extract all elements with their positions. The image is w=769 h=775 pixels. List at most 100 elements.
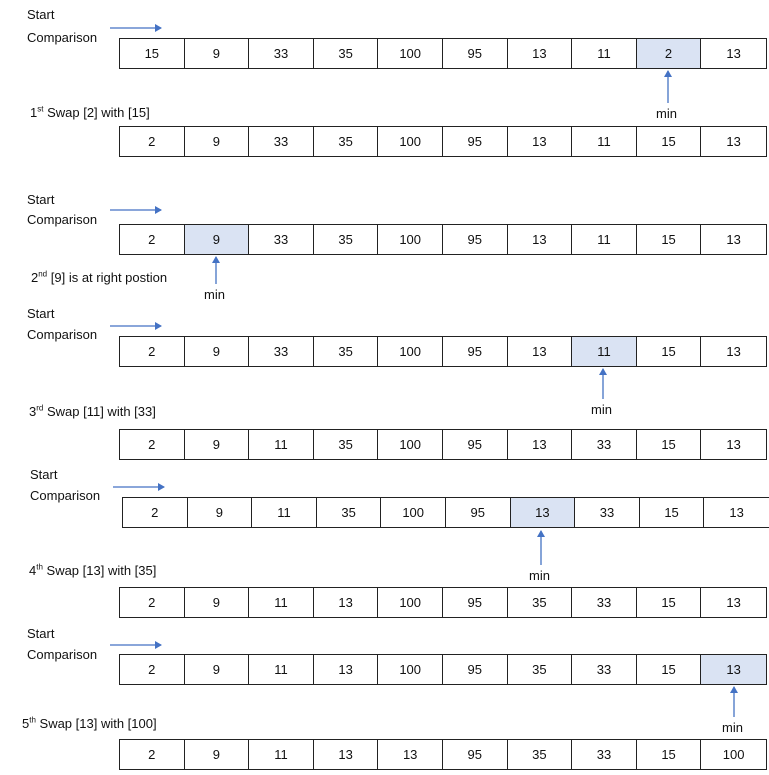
array-cell: 15 — [637, 127, 702, 156]
array-cell: 2 — [120, 430, 185, 459]
start-label: Start — [27, 626, 55, 641]
array-cell: 2 — [120, 740, 185, 769]
array-cell: 13 — [701, 655, 766, 684]
array-cell: 95 — [443, 588, 508, 617]
array-cell: 13 — [508, 337, 573, 366]
array-cell: 35 — [508, 655, 573, 684]
array-cell: 95 — [443, 225, 508, 254]
array-cell: 15 — [637, 588, 702, 617]
array-cell: 95 — [443, 337, 508, 366]
step-label: 2nd [9] is at right postion — [31, 269, 168, 285]
comparison-label: Comparison — [27, 327, 98, 342]
array-cell: 13 — [729, 505, 744, 520]
array-row: 2 9 11 13 100 95 35 33 15 13 — [119, 654, 767, 685]
array-cell: 95 — [443, 39, 508, 68]
array-cell: 11 — [252, 498, 317, 527]
min-label: min — [722, 720, 743, 735]
array-cell: 11 — [249, 740, 314, 769]
array-cell: 11 — [572, 39, 637, 68]
comparison-label: Comparison — [27, 212, 98, 227]
array-cell: 13 — [314, 655, 379, 684]
min-label: min — [656, 106, 677, 121]
array-cell: 2 — [120, 225, 185, 254]
array-cell: 2 — [120, 337, 185, 366]
array-cell: 9 — [185, 430, 250, 459]
array-row: 2 9 33 35 100 95 13 11 15 13 — [119, 126, 767, 157]
array-cell: 2 — [636, 39, 702, 68]
array-cell: 35 — [508, 740, 573, 769]
array-cell: 35 — [314, 39, 379, 68]
array-cell: 2 — [120, 588, 185, 617]
array-cell: 13 — [726, 232, 741, 247]
array-cell: 13 — [726, 344, 741, 359]
array-cell: 13 — [508, 127, 573, 156]
min-label: min — [529, 568, 550, 583]
array-row: 2 9 11 13 13 95 35 33 15 100 — [119, 739, 767, 770]
array-cell: 100 — [378, 225, 443, 254]
array-cell: 100 — [378, 337, 443, 366]
start-label: Start — [27, 7, 55, 22]
array-cell: 9 — [185, 588, 250, 617]
array-cell: 15 — [637, 430, 702, 459]
array-cell: 13 — [726, 437, 741, 452]
array-cell: 13 — [508, 430, 573, 459]
array-cell: 100 — [381, 498, 446, 527]
array-cell: 9 — [185, 655, 250, 684]
min-label: min — [204, 287, 225, 302]
array-cell: 33 — [249, 127, 314, 156]
array-cell: 35 — [314, 127, 379, 156]
array-row: 2 9 33 35 100 95 13 11 15 13 — [119, 336, 767, 367]
array-cell: 11 — [249, 588, 314, 617]
array-cell: 15 — [120, 39, 185, 68]
array-cell: 13 — [508, 39, 573, 68]
array-cell: 100 — [378, 655, 443, 684]
array-cell: 35 — [317, 498, 382, 527]
array-cell: 100 — [378, 39, 443, 68]
array-cell: 35 — [314, 337, 379, 366]
array-cell: 11 — [572, 225, 637, 254]
array-cell: 95 — [443, 430, 508, 459]
array-row: 15 9 33 35 100 95 13 11 2 13 — [119, 38, 767, 69]
array-row: 2 9 33 35 100 95 13 11 15 13 — [119, 224, 767, 255]
start-label: Start — [27, 306, 55, 321]
array-cell: 2 — [120, 655, 185, 684]
array-cell: 33 — [572, 430, 637, 459]
start-label: Start — [27, 192, 55, 207]
min-label: min — [591, 402, 612, 417]
array-cell: 13 — [726, 595, 741, 610]
step-label: 3rd Swap [11] with [33] — [29, 403, 156, 419]
array-cell: 9 — [185, 39, 250, 68]
array-cell: 15 — [640, 498, 705, 527]
step-label: 5th Swap [13] with [100] — [22, 715, 157, 731]
comparison-label: Comparison — [27, 647, 98, 662]
array-cell: 35 — [508, 588, 573, 617]
array-cell: 13 — [508, 225, 573, 254]
array-cell: 100 — [378, 127, 443, 156]
step-label: 1st Swap [2] with [15] — [30, 104, 150, 120]
array-cell: 9 — [185, 740, 250, 769]
array-cell: 13 — [726, 134, 741, 149]
array-cell: 9 — [185, 127, 250, 156]
array-cell: 100 — [378, 430, 443, 459]
array-cell: 13 — [378, 740, 443, 769]
array-cell: 95 — [443, 127, 508, 156]
array-cell: 15 — [637, 740, 702, 769]
array-cell: 95 — [446, 498, 511, 527]
step-label: 4th Swap [13] with [35] — [29, 562, 157, 578]
array-cell: 33 — [572, 588, 637, 617]
array-cell: 13 — [314, 740, 379, 769]
array-cell: 13 — [510, 498, 576, 527]
array-cell: 33 — [249, 39, 314, 68]
array-cell: 15 — [637, 655, 702, 684]
array-row: 2 9 11 13 100 95 35 33 15 13 — [119, 587, 767, 618]
array-cell: 35 — [314, 430, 379, 459]
array-cell: 35 — [314, 225, 379, 254]
array-cell: 33 — [575, 498, 640, 527]
array-cell: 95 — [443, 740, 508, 769]
array-cell: 11 — [572, 337, 637, 366]
array-cell: 11 — [249, 430, 314, 459]
array-cell: 33 — [249, 337, 314, 366]
array-cell: 33 — [249, 225, 314, 254]
array-cell: 11 — [572, 127, 637, 156]
array-cell: 100 — [378, 588, 443, 617]
